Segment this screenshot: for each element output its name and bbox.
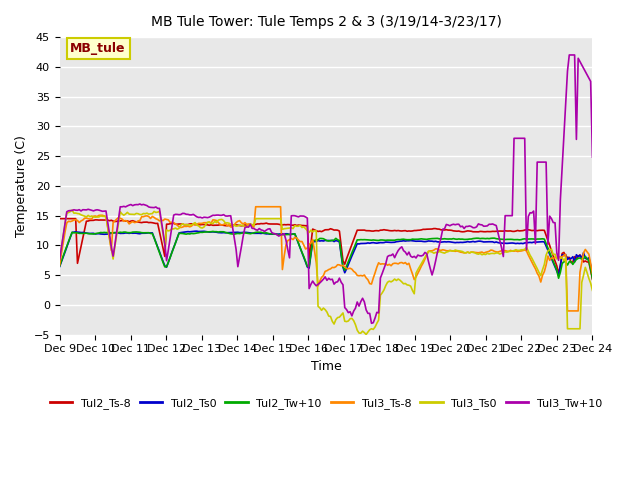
- Tul2_Ts-8: [373, 228, 381, 234]
- Line: Tul3_Ts0: Tul3_Ts0: [60, 210, 593, 335]
- Tul3_Ts0: [542, 252, 550, 258]
- Tul2_Ts-8: [505, 228, 513, 234]
- Tul2_Tw+10: [58, 258, 65, 264]
- Y-axis label: Temperature (C): Temperature (C): [15, 135, 28, 237]
- Tul2_Ts-8: [539, 228, 547, 233]
- Tul3_Ts-8: [252, 204, 259, 210]
- Tul2_Tw+10: [589, 276, 596, 281]
- Tul2_Tw+10: [507, 237, 515, 242]
- Tul2_Ts0: [541, 239, 548, 245]
- Tul2_Ts0: [589, 273, 596, 279]
- Line: Tul2_Ts-8: Tul2_Ts-8: [60, 219, 593, 279]
- Tul3_Tw+10: [373, 310, 381, 315]
- Tul3_Tw+10: [58, 245, 65, 251]
- Line: Tul2_Ts0: Tul2_Ts0: [60, 231, 593, 276]
- Tul3_Ts0: [589, 288, 596, 293]
- Tul3_Ts-8: [541, 269, 548, 275]
- Text: MB_tule: MB_tule: [70, 42, 126, 55]
- Tul2_Ts0: [373, 240, 381, 246]
- Tul2_Tw+10: [375, 238, 383, 243]
- Tul3_Tw+10: [56, 257, 63, 263]
- Tul3_Ts0: [56, 256, 63, 262]
- Tul3_Ts-8: [589, 271, 596, 276]
- Line: Tul2_Tw+10: Tul2_Tw+10: [60, 231, 593, 278]
- Tul3_Ts0: [68, 207, 76, 213]
- Tul3_Ts0: [58, 244, 65, 250]
- Tul2_Tw+10: [209, 228, 217, 234]
- Tul2_Ts0: [193, 228, 201, 234]
- Tul2_Tw+10: [541, 236, 548, 242]
- Tul3_Ts-8: [564, 308, 572, 314]
- Tul3_Tw+10: [367, 321, 375, 326]
- Tul2_Ts-8: [382, 227, 390, 233]
- Tul3_Ts-8: [56, 262, 63, 268]
- X-axis label: Time: Time: [310, 360, 341, 373]
- Tul3_Tw+10: [541, 159, 548, 165]
- Tul2_Ts0: [56, 264, 63, 269]
- Tul3_Ts0: [362, 332, 370, 337]
- Tul3_Ts0: [375, 317, 383, 323]
- Tul3_Ts-8: [507, 248, 515, 253]
- Tul3_Ts-8: [375, 260, 383, 265]
- Tul2_Tw+10: [384, 237, 392, 243]
- Tul3_Tw+10: [384, 253, 392, 259]
- Tul3_Ts-8: [58, 251, 65, 256]
- Tul3_Ts0: [385, 278, 393, 284]
- Tul2_Ts-8: [589, 276, 596, 282]
- Line: Tul3_Ts-8: Tul3_Ts-8: [60, 207, 593, 311]
- Tul3_Ts-8: [384, 263, 392, 268]
- Tul2_Ts0: [58, 259, 65, 264]
- Tul3_Tw+10: [565, 52, 573, 58]
- Tul3_Ts0: [376, 292, 384, 298]
- Tul3_Tw+10: [589, 154, 596, 160]
- Tul3_Tw+10: [507, 213, 515, 218]
- Tul2_Ts-8: [58, 216, 65, 222]
- Tul2_Tw+10: [373, 238, 381, 243]
- Title: MB Tule Tower: Tule Temps 2 & 3 (3/19/14-3/23/17): MB Tule Tower: Tule Temps 2 & 3 (3/19/14…: [150, 15, 502, 29]
- Tul3_Ts-8: [373, 264, 381, 270]
- Tul3_Tw+10: [375, 310, 383, 316]
- Tul2_Ts0: [384, 240, 392, 245]
- Tul2_Ts0: [507, 240, 515, 246]
- Tul2_Tw+10: [56, 263, 63, 269]
- Tul2_Ts0: [375, 240, 383, 246]
- Tul3_Ts0: [508, 248, 516, 254]
- Tul2_Ts-8: [371, 228, 379, 234]
- Tul2_Ts-8: [56, 216, 63, 222]
- Legend: Tul2_Ts-8, Tul2_Ts0, Tul2_Tw+10, Tul3_Ts-8, Tul3_Ts0, Tul3_Tw+10: Tul2_Ts-8, Tul2_Ts0, Tul2_Tw+10, Tul3_Ts…: [45, 394, 607, 414]
- Line: Tul3_Tw+10: Tul3_Tw+10: [60, 55, 593, 324]
